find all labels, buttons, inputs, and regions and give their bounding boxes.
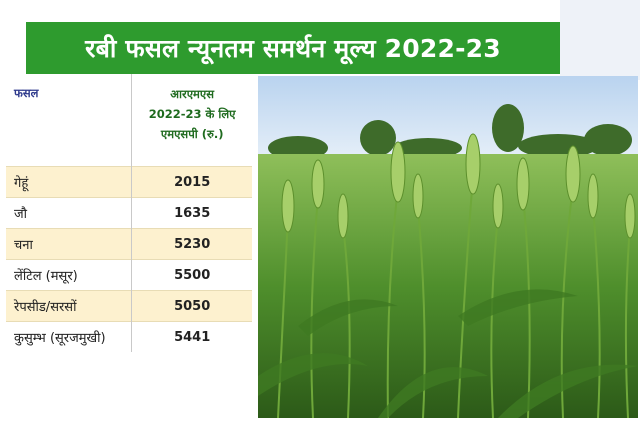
crop-name: जौ [6, 197, 133, 229]
header-msp-line2: 2022-23 के लिए [148, 107, 236, 121]
msp-table-panel: फसल आरएमएस 2022-23 के लिए एमएसपी (रु.) ग… [0, 74, 252, 352]
table-header-row: फसल आरएमएस 2022-23 के लिए एमएसपी (रु.) [6, 74, 252, 167]
table-row: चना 5230 [6, 228, 252, 260]
table-row: जौ 1635 [6, 197, 252, 229]
header-msp: आरएमएस 2022-23 के लिए एमएसपी (रु.) [131, 74, 252, 167]
msp-table: फसल आरएमएस 2022-23 के लिए एमएसपी (रु.) ग… [6, 74, 252, 352]
page-title-banner: रबी फसल न्यूनतम समर्थन मूल्य 2022-23 [26, 22, 560, 74]
page-title: रबी फसल न्यूनतम समर्थन मूल्य 2022-23 [85, 34, 501, 63]
msp-value: 2015 [131, 166, 252, 198]
crop-name: गेहूं [6, 166, 133, 198]
crop-name: लेंटिल (मसूर) [6, 259, 133, 291]
msp-value: 1635 [131, 197, 252, 229]
msp-value: 5050 [131, 290, 252, 322]
background-strip [560, 0, 640, 80]
wheat-field-illustration [258, 76, 638, 418]
header-crop-label: फसल [14, 86, 39, 100]
msp-value: 5441 [131, 321, 252, 352]
table-row: गेहूं 2015 [6, 166, 252, 198]
wheat-leaves [258, 289, 638, 418]
msp-value: 5230 [131, 228, 252, 260]
header-msp-line1: आरएमएस [170, 87, 215, 101]
wheat-ears [281, 133, 636, 239]
msp-value: 5500 [131, 259, 252, 291]
crop-name: रेपसीड/सरसों [6, 290, 133, 322]
table-row: रेपसीड/सरसों 5050 [6, 290, 252, 322]
crop-name: कुसुम्भ (सूरजमुखी) [6, 321, 133, 352]
table-row: लेंटिल (मसूर) 5500 [6, 259, 252, 291]
table-row: कुसुम्भ (सूरजमुखी) 5441 [6, 321, 252, 352]
header-crop: फसल [6, 74, 133, 167]
header-msp-line3: एमएसपी (रु.) [160, 127, 224, 141]
crop-name: चना [6, 228, 133, 260]
wheat-field-photo [258, 76, 638, 418]
